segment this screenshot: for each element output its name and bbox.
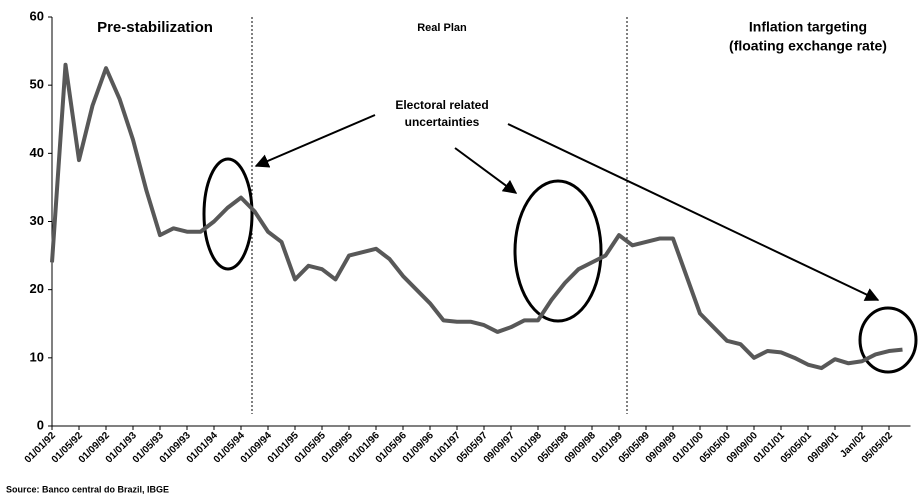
annotation: (floating exchange rate) (729, 38, 887, 54)
source-note: Source: Banco central do Brazil, IBGE (6, 484, 169, 494)
annotation: Inflation targeting (749, 19, 867, 35)
y-tick-label: 0 (37, 417, 44, 432)
annotation: Pre-stabilization (97, 19, 213, 36)
annotation: uncertainties (405, 115, 480, 129)
y-tick-label: 50 (30, 77, 44, 92)
y-tick-label: 20 (30, 281, 44, 296)
y-tick-label: 10 (30, 349, 44, 364)
arrows (254, 114, 880, 301)
highlight-ellipses (202, 157, 918, 374)
y-tick-label: 40 (30, 145, 44, 160)
data-line (50, 62, 903, 371)
annotation: Real Plan (417, 22, 467, 34)
annotation: Electoral related (395, 98, 488, 112)
y-tick-label: 30 (30, 213, 44, 228)
y-tick-label: 60 (30, 8, 44, 23)
